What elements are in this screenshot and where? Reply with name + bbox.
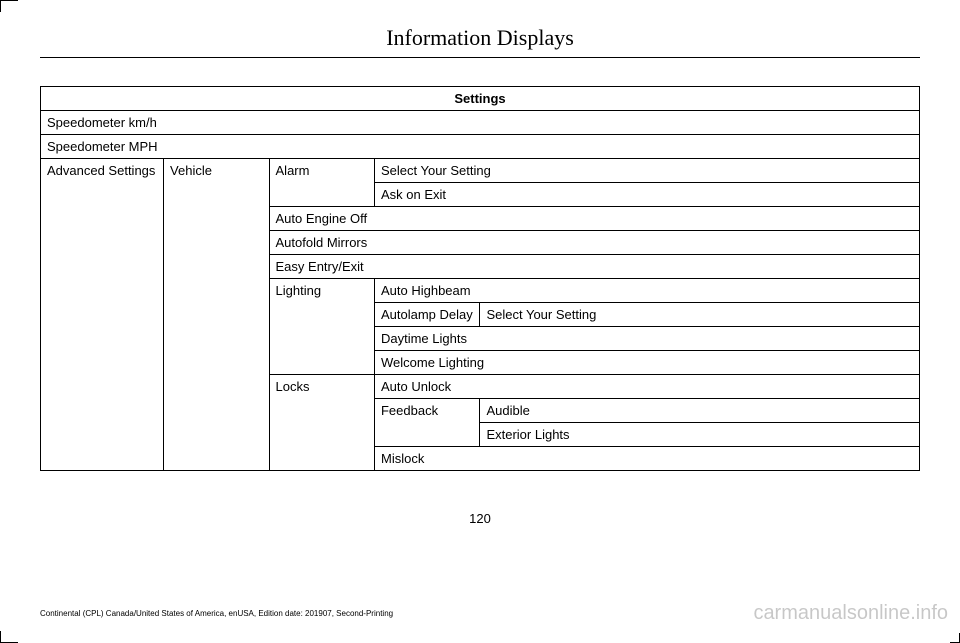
crop-mark-br bbox=[950, 633, 960, 643]
cell-spd-kmh: Speedometer km/h bbox=[41, 111, 920, 135]
page-number: 120 bbox=[40, 511, 920, 526]
cell-auto-highbeam: Auto Highbeam bbox=[374, 279, 919, 303]
cell-spd-mph: Speedometer MPH bbox=[41, 135, 920, 159]
cell-feedback: Feedback bbox=[374, 399, 479, 447]
table-row: Speedometer km/h bbox=[41, 111, 920, 135]
cell-locks: Locks bbox=[269, 375, 374, 471]
cell-vehicle: Vehicle bbox=[164, 159, 269, 471]
table-row: Advanced Settings Vehicle Alarm Select Y… bbox=[41, 159, 920, 183]
cell-select-1: Select Your Setting bbox=[374, 159, 919, 183]
cell-ask-exit: Ask on Exit bbox=[374, 183, 919, 207]
cell-mislock: Mislock bbox=[374, 447, 919, 471]
settings-table: Settings Speedometer km/h Speedometer MP… bbox=[40, 86, 920, 471]
cell-welcome: Welcome Lighting bbox=[374, 351, 919, 375]
cell-select-2: Select Your Setting bbox=[480, 303, 920, 327]
cell-daytime: Daytime Lights bbox=[374, 327, 919, 351]
cell-autolamp: Autolamp Delay bbox=[374, 303, 479, 327]
cell-exterior-lights: Exterior Lights bbox=[480, 423, 920, 447]
crop-mark-bl bbox=[0, 631, 18, 643]
cell-auto-unlock: Auto Unlock bbox=[374, 375, 919, 399]
cell-auto-engine: Auto Engine Off bbox=[269, 207, 919, 231]
footer-note: Continental (CPL) Canada/United States o… bbox=[40, 609, 393, 618]
table-header-row: Settings bbox=[41, 87, 920, 111]
title-rule bbox=[40, 57, 920, 58]
cell-audible: Audible bbox=[480, 399, 920, 423]
table-header: Settings bbox=[41, 87, 920, 111]
crop-mark-tl bbox=[0, 0, 18, 12]
watermark: carmanualsonline.info bbox=[753, 602, 948, 625]
cell-alarm: Alarm bbox=[269, 159, 374, 207]
table-row: Speedometer MPH bbox=[41, 135, 920, 159]
cell-easy-entry: Easy Entry/Exit bbox=[269, 255, 919, 279]
cell-lighting: Lighting bbox=[269, 279, 374, 375]
page-container: Information Displays Settings Speedomete… bbox=[0, 0, 960, 526]
chapter-title: Information Displays bbox=[40, 25, 920, 51]
cell-autofold: Autofold Mirrors bbox=[269, 231, 919, 255]
cell-advanced: Advanced Settings bbox=[41, 159, 164, 471]
